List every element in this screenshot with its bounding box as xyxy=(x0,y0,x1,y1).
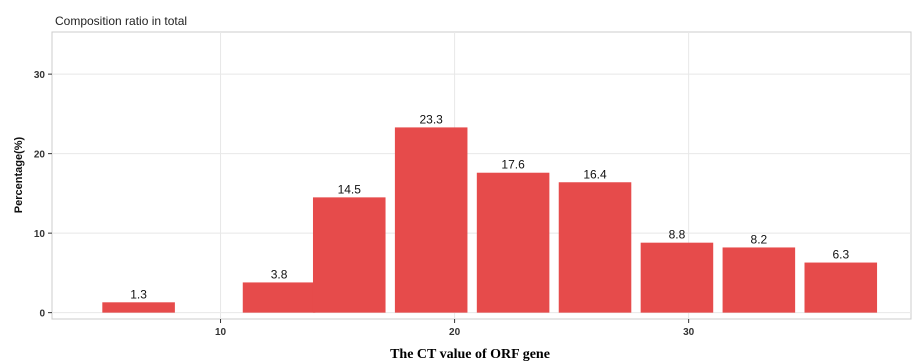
bar-value-label: 14.5 xyxy=(338,182,362,196)
x-tick-label: 30 xyxy=(683,327,695,338)
bars xyxy=(102,127,878,313)
x-axis: 10 20 30 xyxy=(215,319,695,338)
bar-value-label: 16.4 xyxy=(583,167,607,181)
x-tick-label: 20 xyxy=(449,327,461,338)
bar xyxy=(312,197,386,313)
bar-value-label: 23.3 xyxy=(419,112,443,126)
bar xyxy=(102,302,175,313)
y-tick-label: 10 xyxy=(34,229,46,240)
bar-value-label: 1.3 xyxy=(130,287,147,301)
bar-value-label: 8.2 xyxy=(751,232,768,246)
bar xyxy=(640,242,714,313)
y-tick-label: 30 xyxy=(34,70,46,81)
facet-strip xyxy=(52,8,911,32)
x-tick-label: 10 xyxy=(215,327,227,338)
data-labels: 1.3 3.8 14.5 23.3 17.6 16.4 8.8 8.2 6.3 xyxy=(130,112,849,301)
bar-value-label: 8.8 xyxy=(669,228,686,242)
bar xyxy=(476,172,550,313)
bar-value-label: 17.6 xyxy=(501,158,525,172)
bar xyxy=(804,262,878,313)
bar-value-label: 3.8 xyxy=(271,267,288,281)
y-axis: 0 10 20 30 xyxy=(34,70,52,320)
bar-value-label: 6.3 xyxy=(832,248,849,262)
chart-title: Composition ratio in total xyxy=(55,14,187,28)
bar xyxy=(722,247,796,313)
y-tick-label: 20 xyxy=(34,150,46,161)
y-axis-label: Percentage(%) xyxy=(13,136,25,213)
bar xyxy=(394,127,468,313)
y-tick-label: 0 xyxy=(39,309,45,320)
bar xyxy=(242,282,316,313)
x-axis-label: The CT value of ORF gene xyxy=(390,347,550,362)
bar xyxy=(558,182,632,313)
